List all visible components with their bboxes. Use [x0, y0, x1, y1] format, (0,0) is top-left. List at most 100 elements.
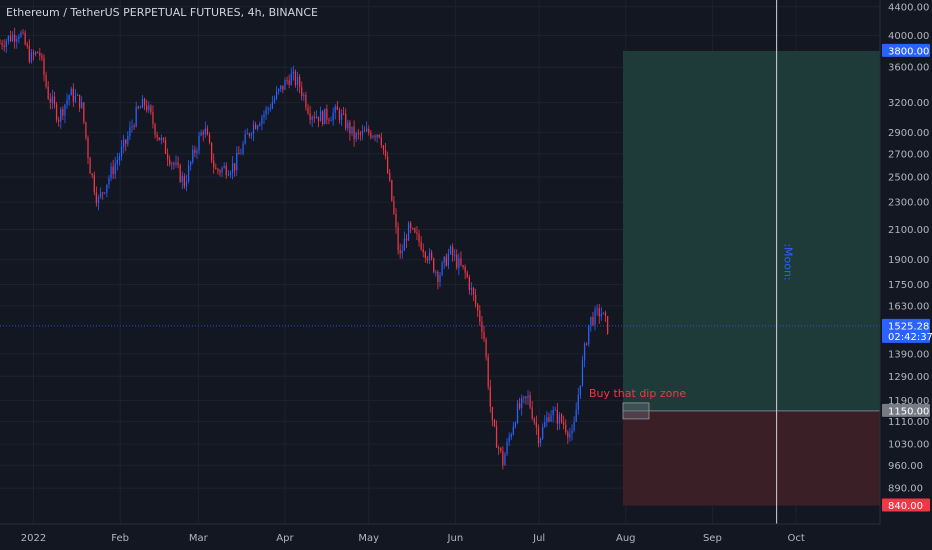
candle-body: [351, 126, 353, 134]
candle-body: [437, 271, 439, 283]
candle-body: [376, 134, 378, 138]
candle-body: [521, 397, 523, 409]
candle-body: [397, 227, 399, 251]
candle-body: [183, 175, 186, 187]
candle-body: [284, 80, 286, 90]
candle-body: [518, 403, 521, 409]
candle-body: [386, 156, 389, 174]
candle-body: [288, 80, 290, 85]
time-axis[interactable]: [0, 524, 880, 550]
candle-body: [173, 163, 175, 165]
y-tick-label: 2700.00: [888, 149, 929, 160]
candle-body: [112, 166, 114, 174]
candle-body: [18, 36, 20, 40]
candle-body: [254, 124, 257, 129]
symbol-title: Ethereum / TetherUS PERPETUAL FUTURES, 4…: [6, 6, 318, 19]
candle-body: [294, 71, 297, 85]
candle-body: [127, 136, 129, 144]
candle-body: [104, 192, 106, 194]
candle-body: [236, 152, 238, 171]
candle-body: [240, 153, 242, 155]
candle-body: [156, 134, 158, 138]
price-axis[interactable]: [880, 0, 932, 550]
candle-body: [248, 133, 250, 136]
candle-body: [447, 253, 450, 266]
candle-body: [26, 44, 28, 47]
candle-body: [315, 116, 318, 119]
candle-body: [347, 122, 349, 129]
candle-body: [533, 418, 535, 423]
candle-body: [307, 107, 309, 114]
y-tick-label: 4400.00: [888, 2, 929, 13]
candle-body: [573, 422, 575, 431]
candle-body: [424, 252, 426, 259]
y-tick-label: 2300.00: [888, 198, 929, 209]
candle-body: [9, 35, 12, 41]
candle-body: [418, 233, 420, 242]
candle-body: [410, 223, 412, 229]
candle-body: [322, 111, 324, 125]
candle-body: [380, 137, 382, 146]
candle-body: [342, 113, 345, 115]
candle-body: [340, 113, 343, 120]
candle-body: [460, 258, 462, 266]
candle-body: [334, 106, 336, 113]
candle-body: [407, 223, 410, 241]
candle-body: [22, 32, 24, 34]
candle-body: [506, 441, 508, 455]
candle-body: [231, 163, 234, 173]
candle-body: [355, 133, 357, 140]
candle-body: [64, 104, 66, 116]
candle-body: [313, 116, 315, 119]
candle-body: [537, 427, 540, 444]
stop-badge-text: 840.00: [888, 501, 923, 512]
candle-body: [166, 153, 169, 160]
x-tick-label: 2022: [21, 533, 46, 544]
candle-body: [598, 308, 600, 317]
candle-body: [368, 128, 370, 133]
candle-body: [357, 133, 359, 134]
candle-body: [110, 166, 112, 178]
candle-body: [60, 108, 62, 122]
y-tick-label: 2100.00: [888, 225, 929, 236]
y-tick-label: 1750.00: [888, 280, 929, 291]
candle-body: [238, 152, 240, 155]
candle-body: [146, 105, 148, 111]
candle-body: [535, 422, 538, 428]
x-tick-label: May: [358, 533, 379, 544]
candle-body: [102, 192, 104, 194]
candle-body: [451, 246, 454, 256]
candle-body: [502, 450, 504, 466]
candle-body: [330, 120, 332, 122]
candle-body: [487, 357, 489, 387]
candle-body: [219, 170, 221, 173]
candle-body: [259, 124, 261, 126]
candle-body: [483, 332, 485, 340]
candle-body: [449, 246, 452, 254]
candle-body: [158, 137, 160, 141]
y-tick-label: 4000.00: [888, 31, 929, 42]
candle-body: [229, 172, 232, 175]
candle-body: [590, 316, 592, 325]
target-zone: [622, 50, 880, 411]
candle-body: [39, 52, 41, 56]
candle-body: [560, 414, 563, 423]
candle-body: [14, 34, 16, 42]
candle-body: [491, 407, 494, 421]
candle-body: [175, 162, 177, 165]
candle-body: [250, 133, 253, 136]
candle-body: [43, 57, 45, 76]
candle-body: [353, 126, 355, 140]
candle-body: [267, 108, 269, 110]
candle-body: [435, 271, 437, 273]
candle-body: [366, 128, 368, 132]
candle-body: [336, 106, 338, 110]
candle-body: [194, 149, 196, 153]
candle-body: [606, 316, 609, 334]
x-tick-label: Jun: [447, 533, 464, 544]
candle-body: [47, 86, 49, 99]
stop-badge: [882, 498, 930, 512]
candle-body: [395, 213, 397, 228]
candle-body: [78, 94, 81, 108]
